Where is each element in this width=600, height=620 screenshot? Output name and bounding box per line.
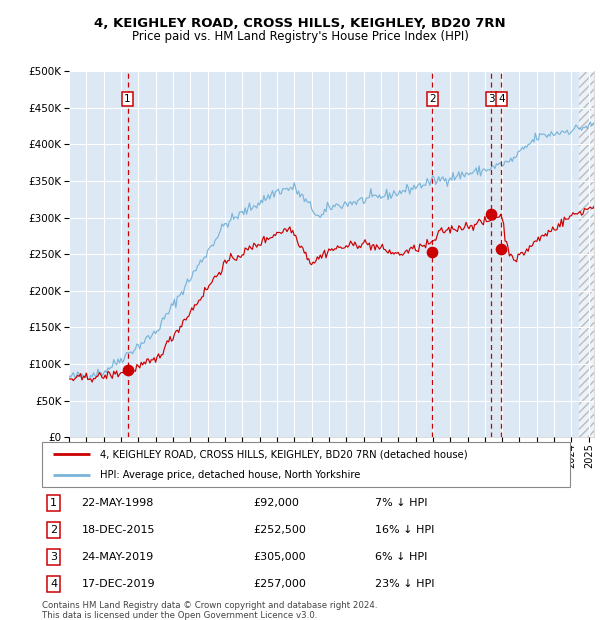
Text: 16% ↓ HPI: 16% ↓ HPI — [374, 525, 434, 535]
Text: 22-MAY-1998: 22-MAY-1998 — [82, 498, 154, 508]
Point — [427, 247, 437, 257]
Point — [487, 209, 496, 219]
Point — [497, 244, 506, 254]
Text: 4: 4 — [498, 94, 505, 104]
Text: 2: 2 — [429, 94, 436, 104]
Text: This data is licensed under the Open Government Licence v3.0.: This data is licensed under the Open Gov… — [42, 611, 317, 620]
Text: 3: 3 — [50, 552, 57, 562]
Text: Contains HM Land Registry data © Crown copyright and database right 2024.: Contains HM Land Registry data © Crown c… — [42, 601, 377, 611]
Text: Price paid vs. HM Land Registry's House Price Index (HPI): Price paid vs. HM Land Registry's House … — [131, 30, 469, 43]
Text: HPI: Average price, detached house, North Yorkshire: HPI: Average price, detached house, Nort… — [100, 469, 361, 480]
Text: £257,000: £257,000 — [253, 579, 306, 589]
Text: 18-DEC-2015: 18-DEC-2015 — [82, 525, 155, 535]
Text: £252,500: £252,500 — [253, 525, 306, 535]
Text: 7% ↓ HPI: 7% ↓ HPI — [374, 498, 427, 508]
Text: 6% ↓ HPI: 6% ↓ HPI — [374, 552, 427, 562]
Text: 4, KEIGHLEY ROAD, CROSS HILLS, KEIGHLEY, BD20 7RN: 4, KEIGHLEY ROAD, CROSS HILLS, KEIGHLEY,… — [94, 17, 506, 30]
Text: 3: 3 — [488, 94, 495, 104]
Text: 24-MAY-2019: 24-MAY-2019 — [82, 552, 154, 562]
Text: 1: 1 — [124, 94, 131, 104]
Text: 1: 1 — [50, 498, 57, 508]
Text: 4, KEIGHLEY ROAD, CROSS HILLS, KEIGHLEY, BD20 7RN (detached house): 4, KEIGHLEY ROAD, CROSS HILLS, KEIGHLEY,… — [100, 449, 468, 459]
Text: 23% ↓ HPI: 23% ↓ HPI — [374, 579, 434, 589]
Point — [123, 365, 133, 374]
Text: 2: 2 — [50, 525, 57, 535]
Text: £305,000: £305,000 — [253, 552, 306, 562]
Text: 17-DEC-2019: 17-DEC-2019 — [82, 579, 155, 589]
Text: 4: 4 — [50, 579, 57, 589]
Bar — [579, 71, 594, 437]
Text: £92,000: £92,000 — [253, 498, 299, 508]
Bar — [579, 71, 594, 437]
